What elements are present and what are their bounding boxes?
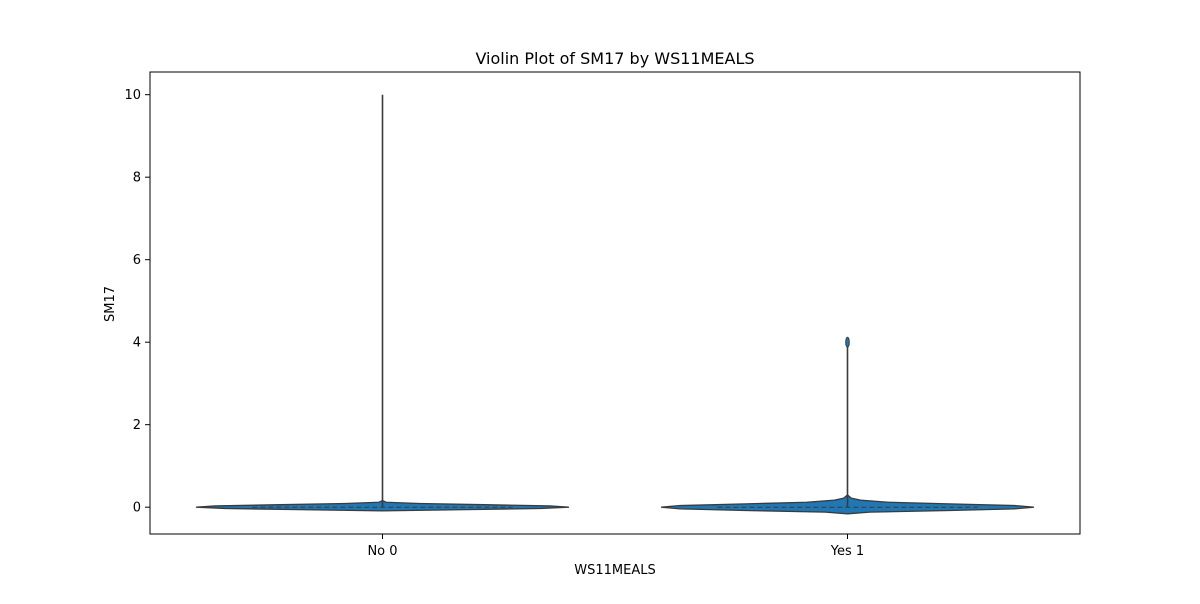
y-tick-label: 0: [133, 501, 141, 516]
y-axis-label: SM17: [103, 286, 118, 322]
x-tick-label: Yes 1: [830, 544, 864, 559]
y-tick-label: 8: [133, 171, 141, 186]
y-tick-label: 4: [133, 336, 141, 351]
plot-frame: [149, 71, 1081, 535]
y-tick-label: 10: [124, 88, 141, 103]
y-tick-label: 6: [133, 253, 141, 268]
y-tick-label: 2: [133, 418, 141, 433]
x-axis-label: WS11MEALS: [574, 563, 655, 578]
x-tick-label: No 0: [367, 544, 397, 559]
chart-title: Violin Plot of SM17 by WS11MEALS: [475, 49, 754, 68]
violin-tail: [845, 336, 850, 348]
